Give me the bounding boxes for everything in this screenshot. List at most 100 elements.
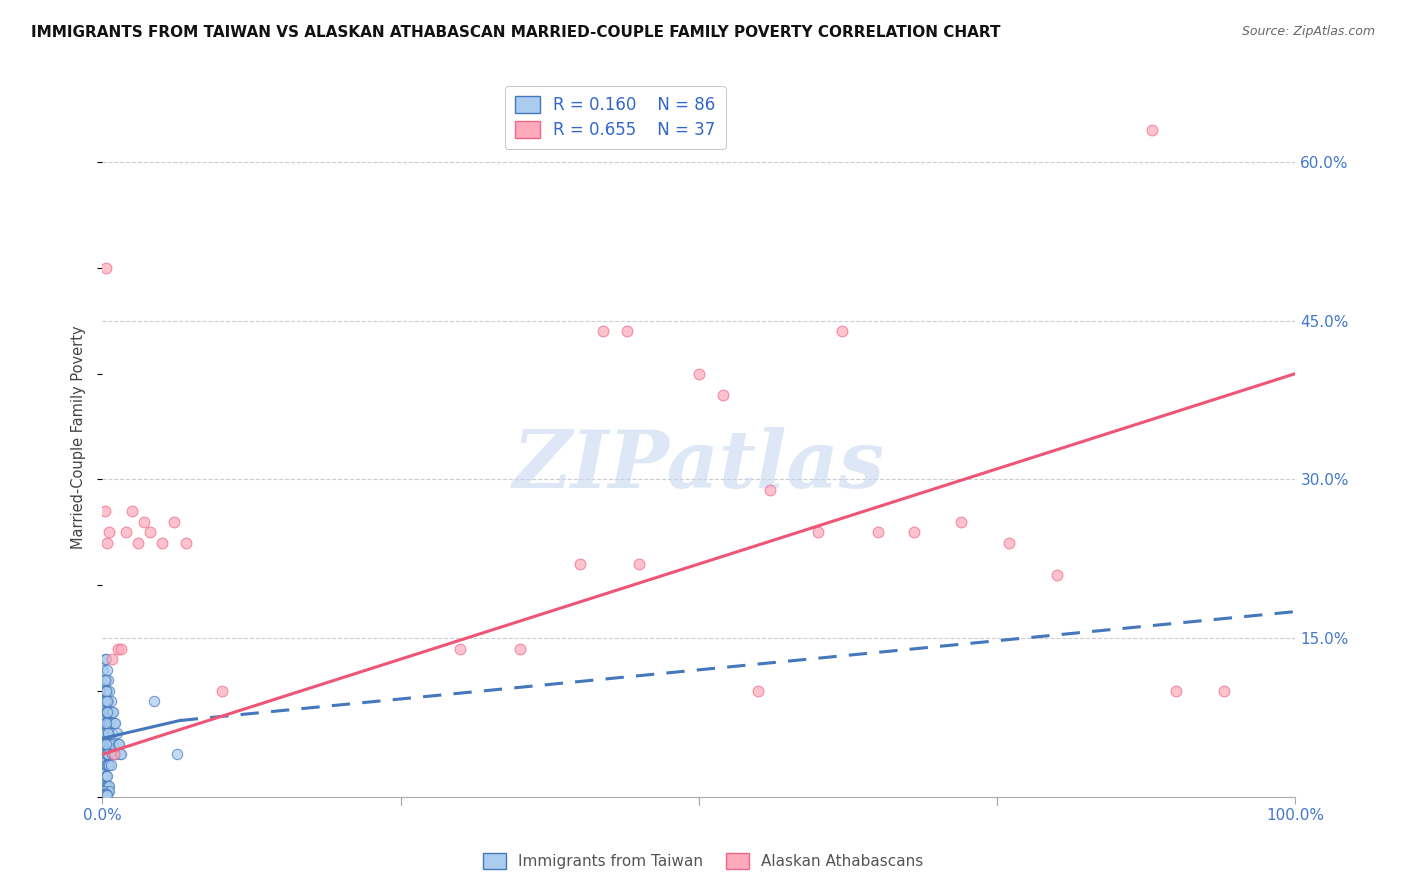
Y-axis label: Married-Couple Family Poverty: Married-Couple Family Poverty xyxy=(72,326,86,549)
Point xyxy=(98,737,121,751)
Point xyxy=(903,525,925,540)
Point xyxy=(94,768,117,782)
Point xyxy=(93,784,115,798)
Legend: R = 0.160    N = 86, R = 0.655    N = 37: R = 0.160 N = 86, R = 0.655 N = 37 xyxy=(505,86,725,149)
Point xyxy=(96,737,118,751)
Point xyxy=(688,367,710,381)
Point xyxy=(93,684,115,698)
Text: ZIPatlas: ZIPatlas xyxy=(513,427,884,505)
Point xyxy=(93,652,115,666)
Point xyxy=(96,768,118,782)
Point xyxy=(616,324,638,338)
Point xyxy=(139,525,162,540)
Point xyxy=(100,705,122,719)
Point xyxy=(807,525,830,540)
Point xyxy=(98,715,121,730)
Legend: Immigrants from Taiwan, Alaskan Athabascans: Immigrants from Taiwan, Alaskan Athabasc… xyxy=(477,847,929,875)
Point xyxy=(97,747,120,762)
Point xyxy=(96,788,118,802)
Point xyxy=(1046,567,1069,582)
Point xyxy=(96,705,118,719)
Point xyxy=(166,747,188,762)
Point xyxy=(115,525,138,540)
Point xyxy=(93,705,115,719)
Point xyxy=(103,747,125,762)
Point xyxy=(509,641,531,656)
Point xyxy=(93,758,115,772)
Point xyxy=(97,758,120,772)
Point xyxy=(93,673,115,688)
Point xyxy=(107,641,129,656)
Point xyxy=(97,726,120,740)
Point xyxy=(100,737,122,751)
Point xyxy=(97,715,120,730)
Point xyxy=(96,694,118,708)
Point xyxy=(121,504,143,518)
Point xyxy=(568,557,591,571)
Point xyxy=(1142,123,1164,137)
Point xyxy=(94,779,117,793)
Point xyxy=(711,388,734,402)
Point xyxy=(98,705,121,719)
Point xyxy=(94,694,117,708)
Point xyxy=(150,536,173,550)
Point xyxy=(94,673,117,688)
Point xyxy=(97,779,120,793)
Point xyxy=(94,652,117,666)
Point xyxy=(866,525,889,540)
Text: Source: ZipAtlas.com: Source: ZipAtlas.com xyxy=(1241,25,1375,38)
Point xyxy=(93,737,115,751)
Point xyxy=(97,694,120,708)
Point xyxy=(93,768,115,782)
Point xyxy=(108,747,131,762)
Point xyxy=(93,715,115,730)
Point xyxy=(96,779,118,793)
Point xyxy=(94,787,117,801)
Point xyxy=(93,715,115,730)
Point xyxy=(98,784,121,798)
Point xyxy=(93,726,115,740)
Point xyxy=(747,684,769,698)
Point xyxy=(142,694,165,708)
Point xyxy=(998,536,1021,550)
Point xyxy=(93,787,115,801)
Point xyxy=(94,788,117,802)
Point xyxy=(96,758,118,772)
Point xyxy=(94,737,117,751)
Point xyxy=(97,726,120,740)
Point xyxy=(94,684,117,698)
Point xyxy=(97,673,120,688)
Point xyxy=(98,758,121,772)
Point xyxy=(101,737,124,751)
Point xyxy=(93,779,115,793)
Point xyxy=(107,737,129,751)
Point xyxy=(96,536,118,550)
Point xyxy=(93,673,115,688)
Point xyxy=(96,684,118,698)
Point xyxy=(174,536,197,550)
Text: IMMIGRANTS FROM TAIWAN VS ALASKAN ATHABASCAN MARRIED-COUPLE FAMILY POVERTY CORRE: IMMIGRANTS FROM TAIWAN VS ALASKAN ATHABA… xyxy=(31,25,1001,40)
Point xyxy=(96,663,118,677)
Point xyxy=(94,758,117,772)
Point xyxy=(94,737,117,751)
Point xyxy=(96,747,118,762)
Point xyxy=(831,324,853,338)
Point xyxy=(100,694,122,708)
Point xyxy=(950,515,973,529)
Point xyxy=(93,747,115,762)
Point xyxy=(96,784,118,798)
Point xyxy=(98,779,121,793)
Point xyxy=(94,715,117,730)
Point xyxy=(93,504,115,518)
Point xyxy=(1212,684,1234,698)
Point xyxy=(1166,684,1188,698)
Point xyxy=(101,705,124,719)
Point xyxy=(759,483,782,497)
Point xyxy=(105,726,128,740)
Point xyxy=(100,652,122,666)
Point xyxy=(163,515,186,529)
Point xyxy=(93,694,115,708)
Point xyxy=(100,715,122,730)
Point xyxy=(104,715,127,730)
Point xyxy=(93,784,115,798)
